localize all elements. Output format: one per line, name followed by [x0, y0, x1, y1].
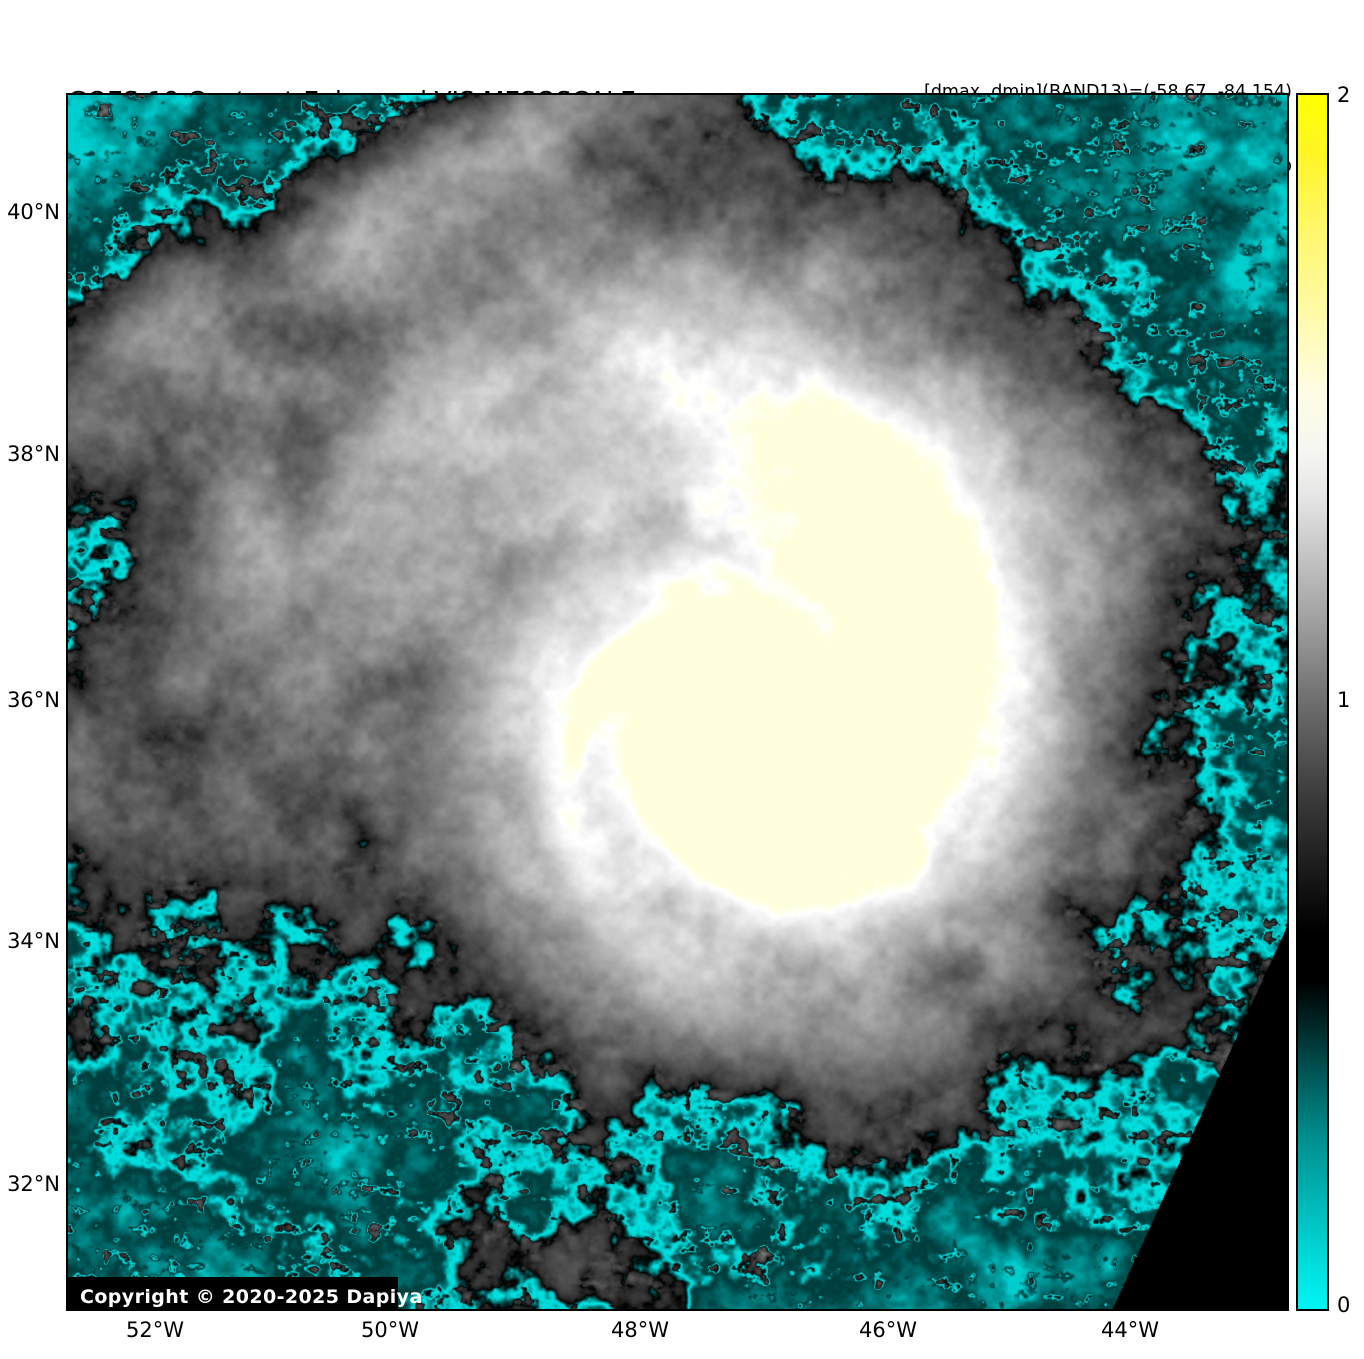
colorbar-tick-label: 0 — [1337, 1293, 1351, 1317]
satellite-imagery-canvas — [68, 95, 1287, 1309]
lat-tick-label: 36°N — [7, 688, 60, 712]
copyright-watermark: Copyright © 2020-2025 Dapiya — [68, 1277, 422, 1309]
lat-tick-label: 32°N — [7, 1172, 60, 1196]
lon-tick-label: 50°W — [361, 1318, 419, 1342]
lat-tick-label: 34°N — [7, 929, 60, 953]
colorbar-tick-label: 1 — [1337, 688, 1351, 712]
lat-tick-label: 38°N — [7, 442, 60, 466]
lon-tick-label: 46°W — [859, 1318, 917, 1342]
colorbar[interactable] — [1296, 93, 1329, 1311]
lon-tick-label: 48°W — [611, 1318, 669, 1342]
colorbar-gradient — [1298, 95, 1327, 1309]
satellite-image-plot[interactable]: Copyright © 2020-2025 Dapiya — [66, 93, 1289, 1311]
lon-tick-label: 52°W — [126, 1318, 184, 1342]
lon-tick-label: 44°W — [1101, 1318, 1159, 1342]
copyright-text: Copyright © 2020-2025 Dapiya — [80, 1286, 423, 1308]
lat-tick-label: 40°N — [7, 200, 60, 224]
colorbar-tick-label: 2 — [1337, 83, 1351, 107]
